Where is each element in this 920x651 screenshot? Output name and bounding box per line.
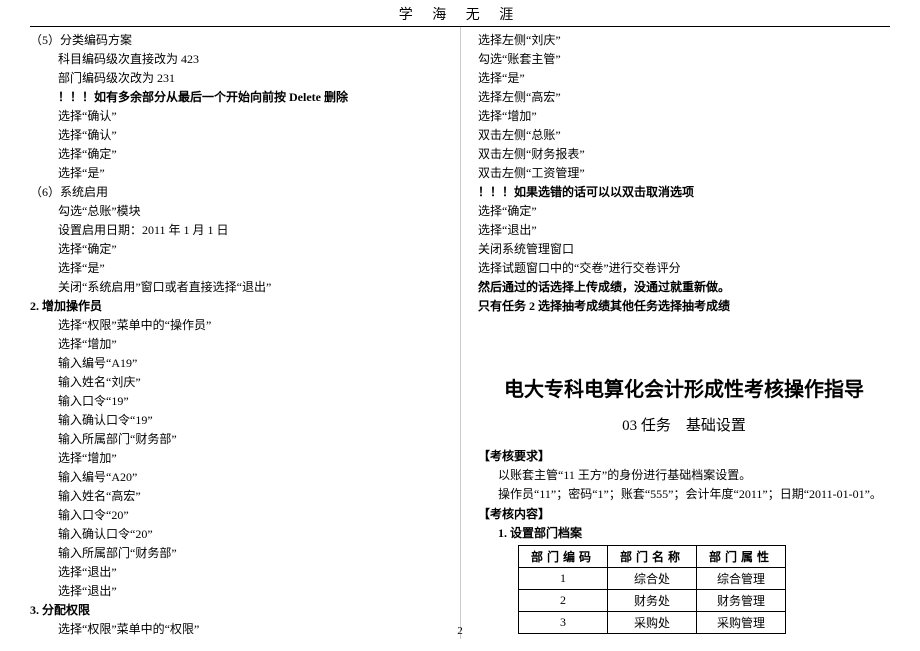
text-line: 输入口令“20” xyxy=(30,506,442,525)
left-column: （5）分类编码方案 科目编码级次直接改为 423 部门编码级次改为 231 ！！… xyxy=(30,31,460,639)
section-2-title: 2. 增加操作员 xyxy=(30,297,442,316)
page-header: 学 海 无 涯 xyxy=(0,0,920,26)
bold-note: 只有任务 2 选择抽考成绩其他任务选择抽考成绩 xyxy=(478,297,890,316)
table-cell: 财务管理 xyxy=(697,590,786,612)
document-title: 电大专科电算化会计形成性考核操作指导 xyxy=(478,376,890,404)
assessment-requirement-header: 【考核要求】 xyxy=(478,446,890,466)
text-line: 输入确认口令“19” xyxy=(30,411,442,430)
text-line: 选择左侧“刘庆” xyxy=(478,31,890,50)
text-line: 选择左侧“高宏” xyxy=(478,88,890,107)
text-line: 科目编码级次直接改为 423 xyxy=(30,50,442,69)
text-line: 选择“增加” xyxy=(30,449,442,468)
text-line: 输入口令“19” xyxy=(30,392,442,411)
table-header-row: 部门编码 部门名称 部门属性 xyxy=(519,546,786,568)
text-line: 输入编号“A20” xyxy=(30,468,442,487)
text-line: 选择“权限”菜单中的“操作员” xyxy=(30,316,442,335)
text-line: 选择“退出” xyxy=(478,221,890,240)
warning-line: ！！！如果选错的话可以以双击取消选项 xyxy=(478,183,890,202)
warning-line: ！！！如有多余部分从最后一个开始向前按 Delete 删除 xyxy=(30,88,442,107)
text-line: 关闭“系统启用”窗口或者直接选择“退出” xyxy=(30,278,442,297)
bold-note: 然后通过的话选择上传成绩，没通过就重新做。 xyxy=(478,278,890,297)
section-3-title: 3. 分配权限 xyxy=(30,601,442,620)
table-header: 部门编码 xyxy=(519,546,608,568)
text-line: 部门编码级次改为 231 xyxy=(30,69,442,88)
item-5-title: （5）分类编码方案 xyxy=(30,31,442,50)
text-line: 设置启用日期：2011 年 1 月 1 日 xyxy=(30,221,442,240)
text-line: 输入确认口令“20” xyxy=(30,525,442,544)
text-line: 输入所属部门“财务部” xyxy=(30,544,442,563)
text-line: 选择“确认” xyxy=(30,107,442,126)
text-line: 输入编号“A19” xyxy=(30,354,442,373)
text-line: 勾选“总账”模块 xyxy=(30,202,442,221)
text-line: 选择“是” xyxy=(478,69,890,88)
document-subtitle: 03 任务 基础设置 xyxy=(478,414,890,438)
text-line: 选择“增加” xyxy=(478,107,890,126)
department-table: 部门编码 部门名称 部门属性 1 综合处 综合管理 2 财务处 财务管理 xyxy=(518,545,786,634)
text-line: 选择“退出” xyxy=(30,582,442,601)
table-cell: 综合管理 xyxy=(697,568,786,590)
item-6-title: （6）系统启用 xyxy=(30,183,442,202)
column-separator xyxy=(460,27,461,639)
text-line: 选择“增加” xyxy=(30,335,442,354)
assessment-content-header: 【考核内容】 xyxy=(478,504,890,524)
text-line: 选择“确定” xyxy=(30,145,442,164)
text-line: 1. 设置部门档案 xyxy=(478,524,890,543)
table-cell: 综合处 xyxy=(608,568,697,590)
text-line: 关闭系统管理窗口 xyxy=(478,240,890,259)
text-line: 以账套主管“11 王方”的身份进行基础档案设置。 xyxy=(478,466,890,485)
text-line: 选择“确定” xyxy=(478,202,890,221)
page-number: 2 xyxy=(0,625,920,637)
text-line: 双击左侧“财务报表” xyxy=(478,145,890,164)
text-line: 选择“是” xyxy=(30,259,442,278)
text-line: 双击左侧“总账” xyxy=(478,126,890,145)
right-column: 选择左侧“刘庆” 勾选“账套主管” 选择“是” 选择左侧“高宏” 选择“增加” … xyxy=(460,31,890,639)
text-line: 操作员“11”；密码“1”；账套“555”；会计年度“2011”；日期“2011… xyxy=(478,485,890,504)
text-line: 输入所属部门“财务部” xyxy=(30,430,442,449)
table-cell: 2 xyxy=(519,590,608,612)
table-row: 1 综合处 综合管理 xyxy=(519,568,786,590)
text-line: 输入姓名“刘庆” xyxy=(30,373,442,392)
text-line: 选择“退出” xyxy=(30,563,442,582)
text-line: 选择“是” xyxy=(30,164,442,183)
text-line: 选择试题窗口中的“交卷”进行交卷评分 xyxy=(478,259,890,278)
text-line: 勾选“账套主管” xyxy=(478,50,890,69)
table-cell: 财务处 xyxy=(608,590,697,612)
table-cell: 1 xyxy=(519,568,608,590)
text-line: 选择“确定” xyxy=(30,240,442,259)
table-header: 部门名称 xyxy=(608,546,697,568)
text-line: 选择“确认” xyxy=(30,126,442,145)
text-line: 输入姓名“高宏” xyxy=(30,487,442,506)
text-line: 双击左侧“工资管理” xyxy=(478,164,890,183)
table-header: 部门属性 xyxy=(697,546,786,568)
table-row: 2 财务处 财务管理 xyxy=(519,590,786,612)
